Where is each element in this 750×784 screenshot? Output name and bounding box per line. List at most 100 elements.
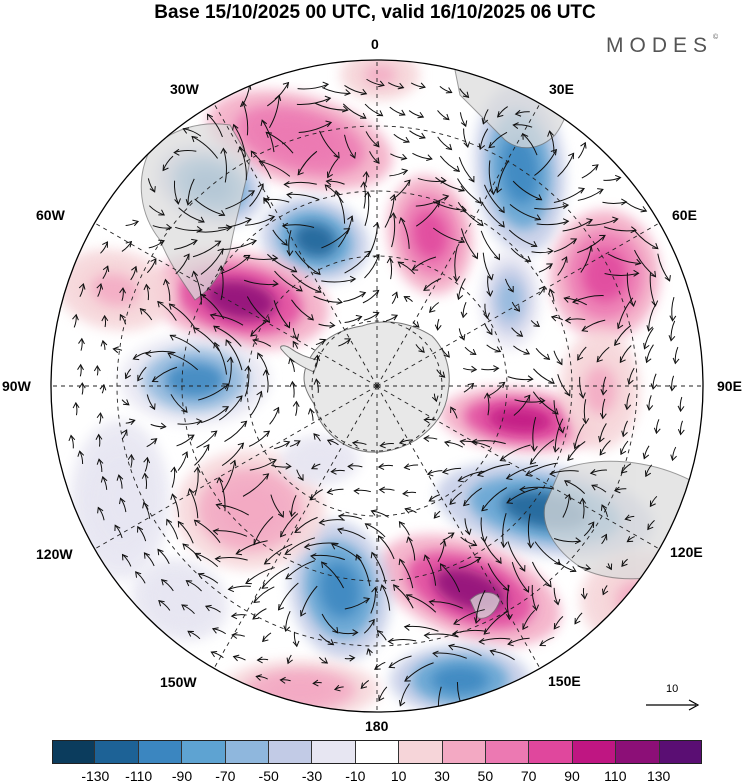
- wind-arrow: [377, 463, 394, 470]
- wind-arrow: [77, 363, 84, 377]
- wind-arrow: [577, 141, 587, 159]
- wind-arrow: [95, 433, 103, 447]
- wind-arrow: [553, 537, 582, 545]
- wind-arrow: [256, 656, 269, 664]
- wind-arrow: [230, 612, 247, 620]
- anomaly-contour: [319, 562, 361, 618]
- wind-arrow: [434, 318, 442, 331]
- wind-arrow: [182, 543, 202, 562]
- wind-arrow: [507, 541, 526, 572]
- wind-arrow: [314, 102, 349, 113]
- wind-arrow: [150, 422, 167, 430]
- wind-arrow: [598, 423, 607, 443]
- wind-arrow: [456, 278, 466, 301]
- wind-arrow: [225, 190, 256, 210]
- colorbar-tick-label: -50: [258, 768, 279, 784]
- wind-arrow: [591, 484, 607, 493]
- wind-arrow: [132, 351, 148, 361]
- wind-arrow: [538, 285, 545, 296]
- wind-arrow: [224, 420, 248, 443]
- wind-arrow: [596, 346, 610, 363]
- wind-arrow: [157, 548, 170, 565]
- wind-arrow: [626, 272, 637, 308]
- wind-arrow: [119, 313, 127, 325]
- wind-arrow: [539, 636, 555, 647]
- wind-arrow: [262, 632, 272, 643]
- wind-arrow: [185, 178, 195, 206]
- wind-arrow: [174, 238, 198, 250]
- wind-arrow: [169, 334, 201, 353]
- meridian-line: [94, 222, 378, 387]
- wind-arrow: [428, 302, 440, 313]
- wind-arrow: [213, 341, 227, 375]
- wind-arrow: [249, 183, 264, 207]
- wind-arrow: [670, 446, 677, 462]
- wind-arrow: [152, 223, 173, 231]
- wind-arrow: [379, 584, 391, 611]
- south-america-land: [140, 123, 251, 301]
- colorbar-tick-label: -70: [215, 768, 236, 784]
- wind-arrow: [437, 110, 450, 121]
- wind-arrow: [459, 88, 470, 99]
- wind-arrow: [226, 356, 234, 392]
- wind-arrow: [292, 400, 300, 416]
- wind-arrow: [653, 419, 661, 435]
- wind-arrow: [531, 561, 552, 588]
- wind-arrow: [500, 513, 508, 549]
- wind-arrow: [432, 650, 467, 659]
- anomaly-contour: [204, 280, 276, 320]
- wind-arrow: [363, 311, 380, 321]
- wind-arrow: [495, 160, 510, 194]
- wind-arrow: [549, 470, 579, 477]
- wind-arrow: [175, 253, 190, 275]
- wind-arrow: [531, 247, 554, 255]
- wind-arrow: [338, 338, 352, 347]
- wind-arrow: [220, 147, 228, 183]
- wind-arrow: [511, 301, 521, 312]
- lon-label-60e: 60E: [672, 207, 697, 223]
- wind-arrow: [315, 338, 327, 346]
- wind-arrow: [672, 346, 680, 365]
- wind-arrow: [227, 585, 251, 593]
- colorbar-segment: [529, 740, 573, 764]
- wind-arrow: [313, 354, 321, 368]
- wind-arrow: [200, 248, 224, 275]
- colorbar-tick-label: 110: [604, 768, 627, 784]
- colorbar-tick-label: 90: [564, 768, 580, 784]
- wind-arrow: [439, 85, 453, 94]
- wind-arrow: [274, 440, 291, 450]
- wind-arrow: [255, 674, 268, 681]
- wind-arrow: [296, 469, 304, 481]
- wind-arrow: [613, 486, 627, 494]
- wind-arrow: [101, 314, 109, 328]
- wind-arrow: [657, 253, 671, 282]
- wind-arrow: [248, 430, 271, 447]
- wind-arrow: [312, 679, 322, 687]
- colorbar-segment: [355, 740, 400, 764]
- wind-arrow: [483, 610, 509, 635]
- wind-arrow: [364, 190, 371, 226]
- wind-arrow: [460, 228, 479, 260]
- wind-arrow: [173, 180, 181, 205]
- wind-arrow: [221, 459, 237, 493]
- wind-arrow: [289, 495, 297, 518]
- wind-arrow: [213, 325, 242, 347]
- wind-arrow: [604, 269, 640, 277]
- colorbar-tick-label: 30: [434, 768, 450, 784]
- wind-arrow: [398, 558, 414, 589]
- wind-arrow: [409, 130, 426, 139]
- wind-arrow: [478, 637, 511, 645]
- anomaly-contour: [91, 273, 139, 307]
- wind-arrow: [579, 497, 587, 519]
- wind-arrow: [125, 219, 140, 227]
- wind-arrow: [586, 216, 619, 226]
- wind-arrow: [525, 462, 558, 477]
- wind-arrow: [225, 339, 243, 371]
- wind-arrow: [423, 554, 437, 586]
- wind-arrow: [617, 297, 634, 330]
- wind-arrow: [191, 270, 202, 305]
- wind-arrow: [297, 81, 330, 90]
- wind-arrow: [581, 164, 599, 179]
- meridian-line: [376, 103, 541, 387]
- wind-arrow: [182, 127, 202, 137]
